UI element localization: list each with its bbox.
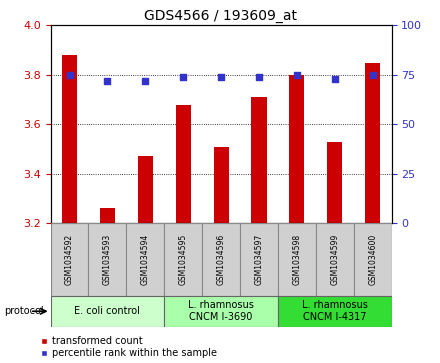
Text: GSM1034596: GSM1034596: [216, 234, 226, 285]
Bar: [164, 223, 202, 296]
Bar: [138, 156, 153, 223]
Point: [104, 78, 111, 84]
Text: L. rhamnosus
CNCM I-4317: L. rhamnosus CNCM I-4317: [302, 301, 368, 322]
Bar: [240, 223, 278, 296]
Bar: [88, 223, 126, 296]
Bar: [164, 296, 278, 327]
Point: [180, 74, 187, 80]
Bar: [354, 223, 392, 296]
Text: E. coli control: E. coli control: [74, 306, 140, 316]
Text: GSM1034599: GSM1034599: [330, 234, 339, 285]
Bar: [327, 142, 342, 223]
Bar: [365, 62, 380, 223]
Text: GSM1034593: GSM1034593: [103, 234, 112, 285]
Bar: [290, 75, 304, 223]
Bar: [316, 223, 354, 296]
Bar: [278, 223, 316, 296]
Point: [293, 72, 301, 78]
Bar: [278, 296, 392, 327]
Bar: [176, 105, 191, 223]
Bar: [213, 147, 229, 223]
Text: GSM1034594: GSM1034594: [141, 234, 150, 285]
Bar: [100, 208, 115, 223]
Bar: [62, 55, 77, 223]
Text: protocol: protocol: [4, 306, 44, 316]
Point: [66, 72, 73, 78]
Text: GSM1034597: GSM1034597: [254, 234, 264, 285]
Text: GSM1034598: GSM1034598: [292, 234, 301, 285]
Point: [142, 78, 149, 84]
Text: GSM1034600: GSM1034600: [368, 234, 377, 285]
Point: [256, 74, 263, 80]
Bar: [126, 223, 164, 296]
Bar: [251, 97, 267, 223]
Legend: transformed count, percentile rank within the sample: transformed count, percentile rank withi…: [40, 336, 217, 358]
Bar: [51, 296, 164, 327]
Bar: [202, 223, 240, 296]
Bar: [51, 223, 88, 296]
Text: GDS4566 / 193609_at: GDS4566 / 193609_at: [143, 9, 297, 23]
Point: [218, 74, 225, 80]
Text: GSM1034592: GSM1034592: [65, 234, 74, 285]
Point: [369, 72, 376, 78]
Point: [331, 76, 338, 82]
Text: GSM1034595: GSM1034595: [179, 234, 188, 285]
Text: L. rhamnosus
CNCM I-3690: L. rhamnosus CNCM I-3690: [188, 301, 254, 322]
